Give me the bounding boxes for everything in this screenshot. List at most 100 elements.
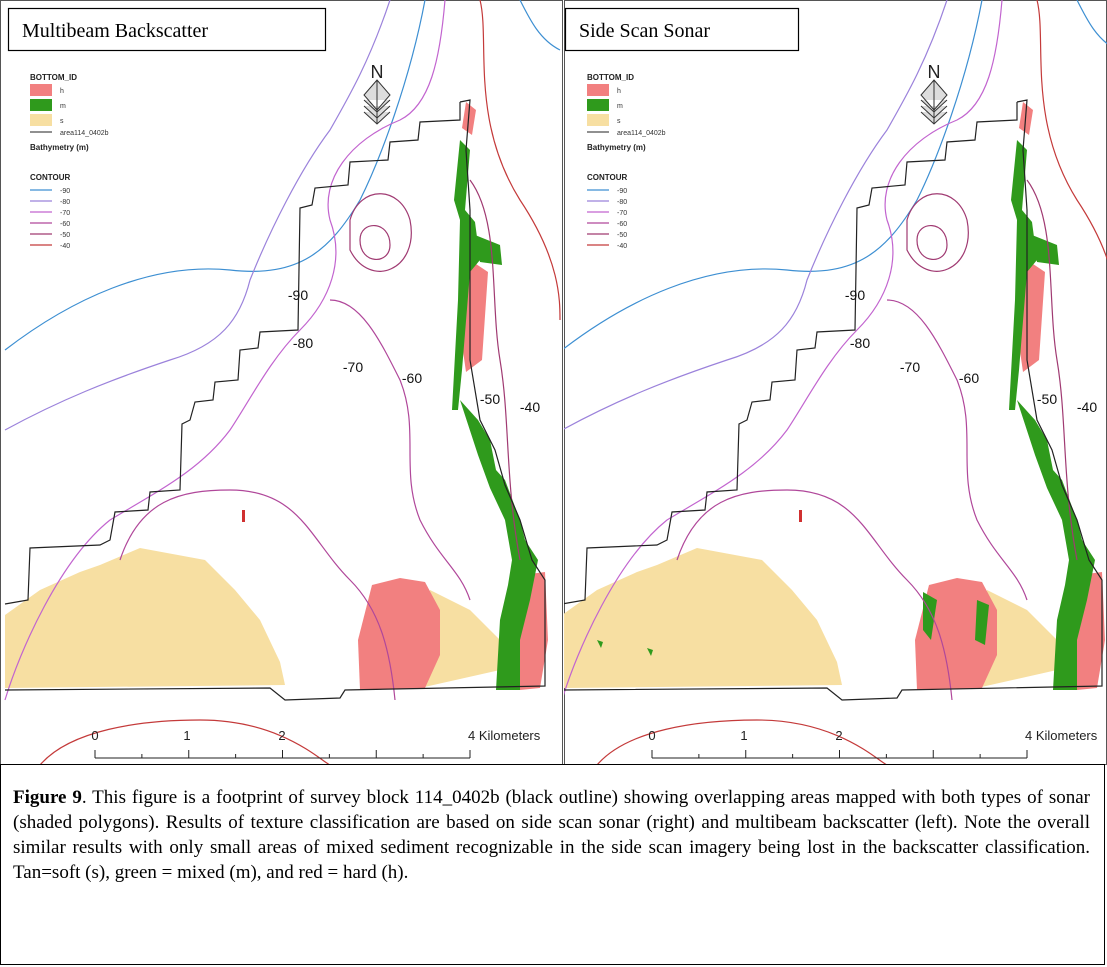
contour-line bbox=[349, 193, 412, 272]
contour-label: -40 bbox=[520, 399, 540, 415]
north-label: N bbox=[371, 62, 384, 82]
scale-label: 1 bbox=[183, 728, 190, 743]
legend-item: -50 bbox=[60, 232, 70, 239]
title-box bbox=[564, 7, 800, 52]
caption: Figure 9. This figure is a footprint of … bbox=[0, 764, 1105, 965]
contour-line bbox=[329, 299, 471, 601]
legend-swatch bbox=[587, 99, 609, 111]
contour-line bbox=[676, 489, 953, 701]
legend-heading: Bathymetry (m) bbox=[587, 143, 646, 152]
legend-heading: Bathymetry (m) bbox=[30, 143, 89, 152]
survey-outline bbox=[4, 99, 546, 701]
contour-label: -70 bbox=[343, 359, 363, 375]
legend-item: area114_0402b bbox=[617, 130, 666, 137]
scale-label: 4 Kilometers bbox=[468, 728, 541, 743]
scale-label: 2 bbox=[835, 728, 842, 743]
hard-area bbox=[1017, 102, 1105, 690]
legend-swatch bbox=[30, 99, 52, 111]
soft-area bbox=[564, 548, 842, 688]
hard-spot bbox=[799, 510, 802, 522]
legend-item: -90 bbox=[617, 188, 627, 195]
caption-label: Figure 9 bbox=[13, 787, 82, 808]
title-box bbox=[7, 7, 327, 52]
legend-item: -90 bbox=[60, 188, 70, 195]
scale-label: 0 bbox=[91, 728, 98, 743]
legend-item: -40 bbox=[60, 243, 70, 250]
contour-line bbox=[519, 0, 561, 51]
contour-label: -90 bbox=[288, 287, 308, 303]
hard-area bbox=[460, 102, 548, 690]
survey-outline bbox=[564, 99, 1103, 701]
map-content: -90 -80 -70 -60 -50 -40 BOTTOM_IDh m s area114_04… bbox=[564, 0, 1107, 765]
legend-swatch bbox=[587, 84, 609, 96]
contour-line bbox=[906, 193, 969, 272]
north-arrow bbox=[920, 79, 948, 125]
legend-item: s bbox=[617, 118, 621, 125]
map-figure: -90 -80 -70 -60 -50 -40 BOTTOM_IDh m s area114_04… bbox=[0, 0, 1107, 765]
contour-label: -70 bbox=[900, 359, 920, 375]
legend-swatch bbox=[30, 114, 52, 126]
legend-item: -70 bbox=[617, 210, 627, 217]
legend-item: area114_0402b bbox=[60, 130, 109, 137]
north-arrow bbox=[363, 79, 391, 125]
contour-line bbox=[1076, 0, 1107, 45]
legend-item: m bbox=[617, 103, 623, 110]
legend-item: -80 bbox=[617, 199, 627, 206]
contour-line bbox=[564, 0, 983, 350]
legend-heading: CONTOUR bbox=[587, 173, 628, 182]
north-label: N bbox=[928, 62, 941, 82]
contour-label: -80 bbox=[293, 335, 313, 351]
scale-label: 4 Kilometers bbox=[1025, 728, 1098, 743]
contour-line bbox=[1026, 179, 1078, 561]
panel-title: Multibeam Backscatter bbox=[22, 20, 208, 42]
legend-heading: BOTTOM_ID bbox=[30, 73, 77, 82]
legend-item: -80 bbox=[60, 199, 70, 206]
legend-item: h bbox=[60, 88, 64, 95]
legend-item: -70 bbox=[60, 210, 70, 217]
contour-line bbox=[1036, 0, 1107, 261]
map-content: -90 -80 -70 -60 -50 -40 BOTTOM_IDh m s area114_04… bbox=[4, 0, 561, 765]
legend-heading: BOTTOM_ID bbox=[587, 73, 634, 82]
panel-title: Side Scan Sonar bbox=[579, 20, 710, 42]
contour-label: -90 bbox=[845, 287, 865, 303]
contour-line bbox=[4, 0, 426, 351]
soft-area bbox=[5, 548, 285, 688]
contour-label: -80 bbox=[850, 335, 870, 351]
map-panel: -90 -80 -70 -60 -50 -40 BOTTOM_IDh m s area114_04… bbox=[564, 0, 1107, 765]
hard-area bbox=[358, 578, 440, 690]
contour-label: -40 bbox=[1077, 399, 1097, 415]
scale-label: 2 bbox=[278, 728, 285, 743]
map-panel: -90 -80 -70 -60 -50 -40 BOTTOM_IDh m s area114_04… bbox=[0, 0, 563, 765]
legend-item: -60 bbox=[60, 221, 70, 228]
contour-line bbox=[564, 0, 948, 430]
contour-line bbox=[479, 0, 561, 321]
legend-swatch bbox=[30, 84, 52, 96]
contour-line bbox=[4, 0, 446, 701]
legend-item: m bbox=[60, 103, 66, 110]
contour-label: -50 bbox=[480, 391, 500, 407]
contour-line bbox=[119, 489, 396, 701]
contour-label: -60 bbox=[402, 370, 422, 386]
legend-item: -50 bbox=[617, 232, 627, 239]
contour-line bbox=[886, 299, 1028, 601]
legend-swatch bbox=[587, 114, 609, 126]
scale-label: 0 bbox=[648, 728, 655, 743]
contour-line bbox=[564, 0, 1003, 696]
legend-item: -40 bbox=[617, 243, 627, 250]
contour-line bbox=[4, 0, 391, 431]
contour-label: -60 bbox=[959, 370, 979, 386]
legend-item: s bbox=[60, 118, 64, 125]
mixed-area bbox=[1009, 140, 1095, 690]
legend-heading: CONTOUR bbox=[30, 173, 71, 182]
contour-line bbox=[469, 179, 521, 561]
scale-label: 1 bbox=[740, 728, 747, 743]
legend-item: -60 bbox=[617, 221, 627, 228]
contour-line bbox=[596, 719, 888, 765]
mixed-area bbox=[452, 140, 538, 690]
contour-line bbox=[39, 719, 331, 765]
hard-spot bbox=[242, 510, 245, 522]
legend-item: h bbox=[617, 88, 621, 95]
contour-label: -50 bbox=[1037, 391, 1057, 407]
caption-text: . This figure is a footprint of survey b… bbox=[13, 787, 1090, 883]
